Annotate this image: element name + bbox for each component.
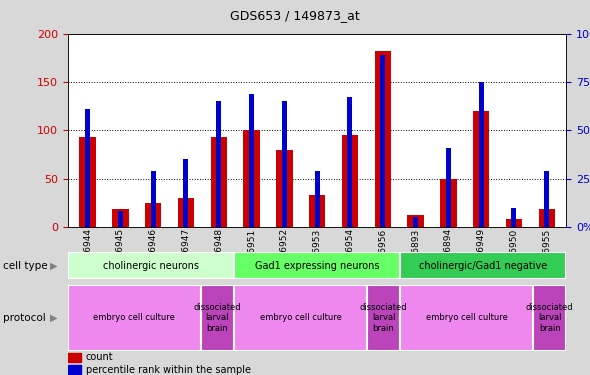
Bar — [178, 198, 194, 227]
Bar — [201, 285, 234, 351]
Bar — [68, 365, 80, 374]
Bar — [217, 101, 221, 227]
Bar — [183, 159, 188, 227]
Bar — [407, 215, 424, 227]
Bar — [145, 203, 161, 227]
Text: embryo cell culture: embryo cell culture — [260, 314, 342, 322]
Bar — [79, 137, 96, 227]
Bar — [150, 171, 156, 227]
Bar — [512, 208, 516, 227]
Bar — [478, 82, 484, 227]
Text: ▶: ▶ — [50, 313, 58, 323]
Bar — [276, 150, 293, 227]
Bar — [112, 210, 129, 227]
Bar — [539, 209, 555, 227]
Bar — [400, 252, 566, 279]
Bar — [118, 211, 123, 227]
Bar — [381, 55, 385, 227]
Bar — [473, 111, 489, 227]
Text: dissociated
larval
brain: dissociated larval brain — [194, 303, 241, 333]
Bar — [68, 285, 201, 351]
Text: GDS653 / 149873_at: GDS653 / 149873_at — [230, 9, 360, 22]
Bar — [367, 285, 400, 351]
Text: ▶: ▶ — [50, 261, 58, 271]
Text: protocol: protocol — [3, 313, 45, 323]
Bar — [282, 101, 287, 227]
Bar — [68, 252, 234, 279]
Bar — [68, 353, 80, 362]
Bar — [440, 178, 457, 227]
Bar — [249, 94, 254, 227]
Bar — [544, 171, 549, 227]
Bar — [234, 252, 400, 279]
Text: dissociated
larval
brain: dissociated larval brain — [526, 303, 573, 333]
Text: Gad1 expressing neurons: Gad1 expressing neurons — [255, 261, 379, 271]
Bar — [375, 51, 391, 227]
Bar — [243, 130, 260, 227]
Bar — [314, 171, 320, 227]
Text: cell type: cell type — [3, 261, 48, 271]
Text: percentile rank within the sample: percentile rank within the sample — [86, 364, 251, 375]
Bar — [309, 195, 325, 227]
Bar — [348, 98, 352, 227]
Bar — [400, 285, 533, 351]
Text: embryo cell culture: embryo cell culture — [426, 314, 507, 322]
Bar — [85, 109, 90, 227]
Bar — [446, 148, 451, 227]
Text: cholinergic neurons: cholinergic neurons — [103, 261, 199, 271]
Bar — [413, 217, 418, 227]
Text: cholinergic/Gad1 negative: cholinergic/Gad1 negative — [419, 261, 548, 271]
Text: embryo cell culture: embryo cell culture — [93, 314, 175, 322]
Bar — [533, 285, 566, 351]
Text: dissociated
larval
brain: dissociated larval brain — [360, 303, 408, 333]
Bar — [506, 219, 522, 227]
Text: count: count — [86, 352, 113, 363]
Bar — [342, 135, 358, 227]
Bar — [211, 137, 227, 227]
Bar — [234, 285, 367, 351]
